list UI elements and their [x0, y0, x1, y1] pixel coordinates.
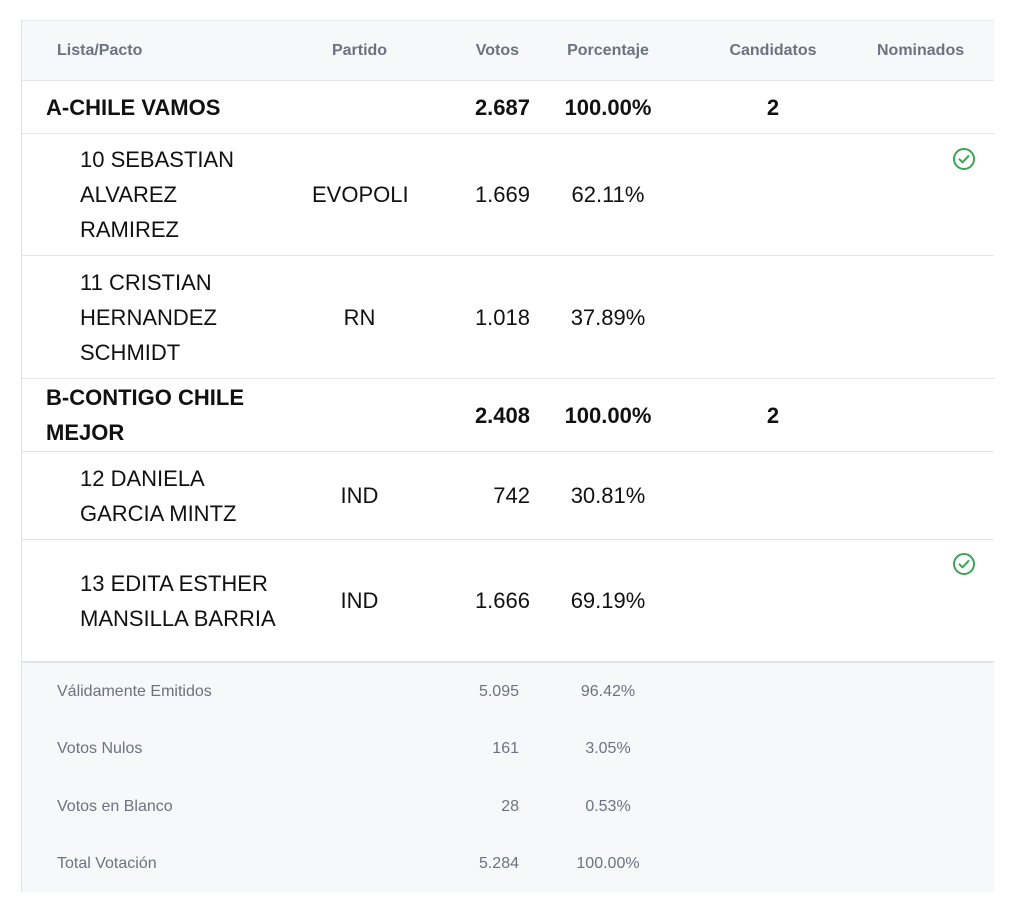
col-partido: Partido: [331, 41, 388, 59]
candidate-name: 10 SEBASTIAN ALVAREZ RAMIREZ: [80, 147, 235, 242]
pact-name: A-CHILE VAMOS: [46, 94, 221, 120]
pact-row: A-CHILE VAMOS 2.687 100.00% 2: [22, 81, 994, 134]
pact-row: B-CONTIGO CHILE MEJOR 2.408 100.00% 2: [22, 379, 994, 452]
summary-percent: 0.53%: [585, 797, 631, 815]
summary-votes: 28: [501, 797, 519, 815]
pact-candidates: 2: [766, 402, 780, 428]
col-nominados: Nominados: [877, 41, 965, 59]
table-header: Lista/Pacto Partido Votos Porcentaje Can…: [22, 20, 994, 81]
candidate-party: RN: [343, 304, 376, 330]
check-circle-icon: [952, 552, 976, 576]
summary-row: Válidamente Emitidos 5.095 96.42%: [22, 663, 994, 721]
check-circle-icon: [952, 147, 976, 171]
pact-percent: 100.00%: [564, 402, 652, 428]
candidate-percent: 69.19%: [570, 588, 646, 613]
summary-percent: 100.00%: [576, 855, 640, 873]
candidate-votes: 1.018: [474, 304, 530, 330]
pact-percent: 100.00%: [564, 94, 652, 120]
candidate-row: 11 CRISTIAN HERNANDEZ SCHMIDT RN 1.018 3…: [22, 256, 994, 379]
candidate-name: 12 DANIELA GARCIA MINTZ: [80, 465, 237, 526]
summary-label: Total Votación: [57, 855, 157, 873]
candidate-party: EVOPOLI: [312, 182, 409, 207]
summary-row: Votos en Blanco 28 0.53%: [22, 778, 994, 836]
candidate-percent: 62.11%: [571, 182, 645, 207]
col-lista-pacto: Lista/Pacto: [57, 41, 143, 59]
candidate-row: 12 DANIELA GARCIA MINTZ IND 742 30.81%: [22, 452, 994, 540]
pact-name: B-CONTIGO CHILE MEJOR: [46, 385, 244, 445]
col-candidatos: Candidatos: [729, 41, 817, 59]
summary-percent: 3.05%: [585, 740, 631, 758]
summary-label: Votos en Blanco: [57, 797, 173, 815]
candidate-votes: 1.669: [474, 182, 530, 207]
candidate-percent: 30.81%: [570, 483, 646, 508]
candidate-party: IND: [340, 588, 379, 613]
summary-votes: 161: [492, 740, 519, 758]
candidate-party: IND: [340, 483, 379, 508]
summary-section: Válidamente Emitidos 5.095 96.42% Votos …: [22, 662, 994, 892]
candidate-votes: 1.666: [474, 588, 530, 613]
candidate-percent: 37.89%: [570, 304, 646, 330]
pact-votes: 2.408: [474, 402, 530, 428]
candidate-name: 11 CRISTIAN HERNANDEZ SCHMIDT: [80, 269, 217, 365]
results-table: Lista/Pacto Partido Votos Porcentaje Can…: [21, 20, 994, 892]
candidate-row: 10 SEBASTIAN ALVAREZ RAMIREZ EVOPOLI 1.6…: [22, 134, 994, 256]
candidate-row: 13 EDITA ESTHER MANSILLA BARRIA IND 1.66…: [22, 540, 994, 662]
pact-candidates: 2: [766, 94, 780, 120]
col-votos: Votos: [475, 41, 519, 59]
candidate-name: 13 EDITA ESTHER MANSILLA BARRIA: [80, 570, 276, 631]
col-porcentaje: Porcentaje: [567, 41, 649, 59]
summary-row: Total Votación 5.284 100.00%: [22, 836, 994, 893]
summary-row: Votos Nulos 161 3.05%: [22, 721, 994, 779]
summary-label: Válidamente Emitidos: [57, 682, 212, 700]
candidate-votes: 742: [493, 483, 530, 508]
summary-votes: 5.284: [478, 855, 519, 873]
summary-percent: 96.42%: [580, 682, 636, 700]
summary-label: Votos Nulos: [57, 740, 143, 758]
summary-votes: 5.095: [478, 682, 519, 700]
pact-votes: 2.687: [474, 94, 530, 120]
